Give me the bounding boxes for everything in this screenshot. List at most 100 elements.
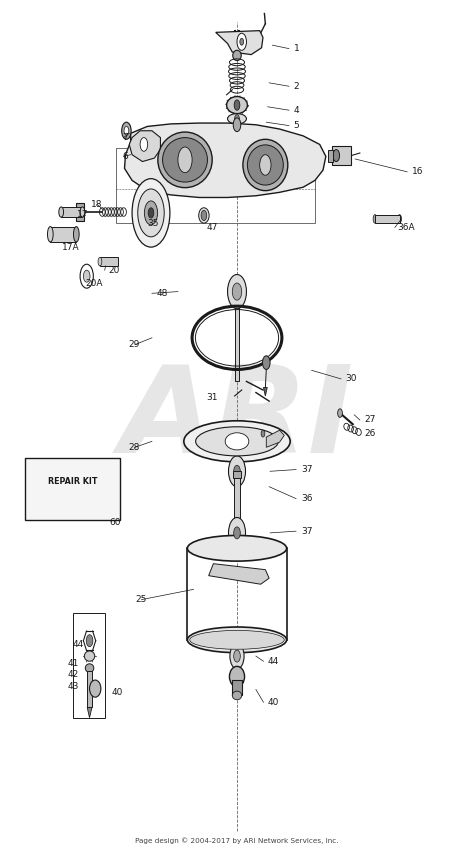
Ellipse shape — [199, 207, 209, 223]
Text: 36: 36 — [301, 494, 312, 503]
Ellipse shape — [47, 226, 53, 242]
Circle shape — [240, 39, 244, 45]
Bar — [61, 207, 82, 217]
Text: 31: 31 — [206, 393, 218, 402]
Text: 7: 7 — [123, 133, 128, 142]
Bar — [25, 458, 120, 520]
Text: 29: 29 — [129, 340, 140, 349]
Circle shape — [233, 118, 241, 132]
Ellipse shape — [228, 114, 246, 124]
Circle shape — [230, 644, 244, 669]
Bar — [233, 471, 241, 478]
Text: 25: 25 — [135, 595, 146, 604]
Ellipse shape — [196, 427, 278, 456]
Circle shape — [337, 409, 342, 417]
Circle shape — [234, 465, 240, 477]
Text: 40: 40 — [268, 698, 279, 707]
Bar — [235, 296, 239, 381]
Text: 18: 18 — [91, 200, 102, 209]
Text: 44: 44 — [268, 656, 279, 666]
Circle shape — [122, 123, 131, 140]
Ellipse shape — [184, 421, 290, 462]
Ellipse shape — [229, 667, 245, 687]
Circle shape — [235, 115, 239, 123]
Circle shape — [234, 527, 240, 539]
Circle shape — [228, 274, 246, 309]
Text: 43: 43 — [67, 681, 79, 691]
Text: REPAIR KIT: REPAIR KIT — [48, 477, 97, 487]
Circle shape — [132, 178, 170, 247]
Ellipse shape — [59, 207, 64, 217]
Circle shape — [261, 430, 265, 437]
Circle shape — [234, 650, 240, 662]
Circle shape — [148, 207, 154, 218]
Circle shape — [138, 189, 164, 237]
Circle shape — [263, 356, 270, 369]
Text: 40: 40 — [112, 687, 123, 697]
Bar — [234, 476, 240, 530]
Text: 44: 44 — [72, 639, 83, 649]
Text: 37: 37 — [301, 465, 312, 474]
Ellipse shape — [190, 631, 284, 650]
Text: 36A: 36A — [398, 223, 415, 232]
Text: 28: 28 — [129, 443, 140, 452]
Ellipse shape — [225, 433, 249, 450]
Text: 42: 42 — [67, 670, 79, 680]
Text: 27: 27 — [365, 416, 376, 424]
Text: 6: 6 — [123, 152, 128, 161]
Bar — [73, 614, 105, 717]
Text: 37: 37 — [301, 527, 312, 536]
Bar — [100, 257, 118, 266]
Circle shape — [228, 518, 246, 548]
Bar — [50, 226, 76, 242]
Circle shape — [124, 127, 129, 135]
Ellipse shape — [163, 138, 208, 182]
Text: 4: 4 — [294, 105, 300, 115]
Text: 17A: 17A — [62, 243, 80, 252]
Text: 17: 17 — [77, 210, 88, 219]
Circle shape — [145, 201, 157, 225]
Text: 1: 1 — [294, 44, 300, 53]
Bar — [328, 150, 333, 162]
Polygon shape — [129, 131, 160, 162]
Ellipse shape — [227, 97, 247, 114]
Circle shape — [140, 138, 148, 152]
Ellipse shape — [158, 132, 212, 188]
Text: 47: 47 — [206, 223, 218, 232]
Ellipse shape — [187, 627, 287, 653]
Ellipse shape — [233, 51, 241, 61]
Ellipse shape — [73, 226, 79, 242]
Text: 20A: 20A — [86, 279, 103, 288]
Circle shape — [86, 635, 93, 647]
Bar — [76, 203, 84, 220]
Polygon shape — [266, 430, 284, 447]
Text: 16: 16 — [412, 167, 423, 177]
Text: 5: 5 — [294, 121, 300, 130]
Ellipse shape — [247, 145, 283, 185]
Text: 35: 35 — [147, 219, 159, 228]
Text: 2: 2 — [294, 81, 300, 91]
Ellipse shape — [84, 651, 95, 662]
Polygon shape — [209, 564, 269, 584]
Bar — [375, 214, 400, 223]
Circle shape — [178, 147, 192, 172]
Ellipse shape — [398, 214, 401, 223]
Text: 60: 60 — [109, 518, 121, 527]
Ellipse shape — [187, 536, 287, 561]
Ellipse shape — [232, 692, 242, 699]
Text: 30: 30 — [346, 375, 357, 383]
Polygon shape — [264, 387, 267, 396]
Text: 20: 20 — [109, 266, 120, 275]
Polygon shape — [125, 123, 326, 197]
Circle shape — [232, 283, 242, 300]
Polygon shape — [216, 31, 263, 55]
Bar — [232, 680, 242, 695]
Text: 26: 26 — [365, 429, 376, 438]
Ellipse shape — [90, 680, 101, 697]
Text: Page design © 2004-2017 by ARI Network Services, Inc.: Page design © 2004-2017 by ARI Network S… — [135, 837, 339, 844]
Circle shape — [228, 456, 246, 487]
Ellipse shape — [333, 150, 339, 162]
Ellipse shape — [98, 257, 102, 266]
Circle shape — [83, 270, 90, 282]
Ellipse shape — [85, 664, 94, 673]
